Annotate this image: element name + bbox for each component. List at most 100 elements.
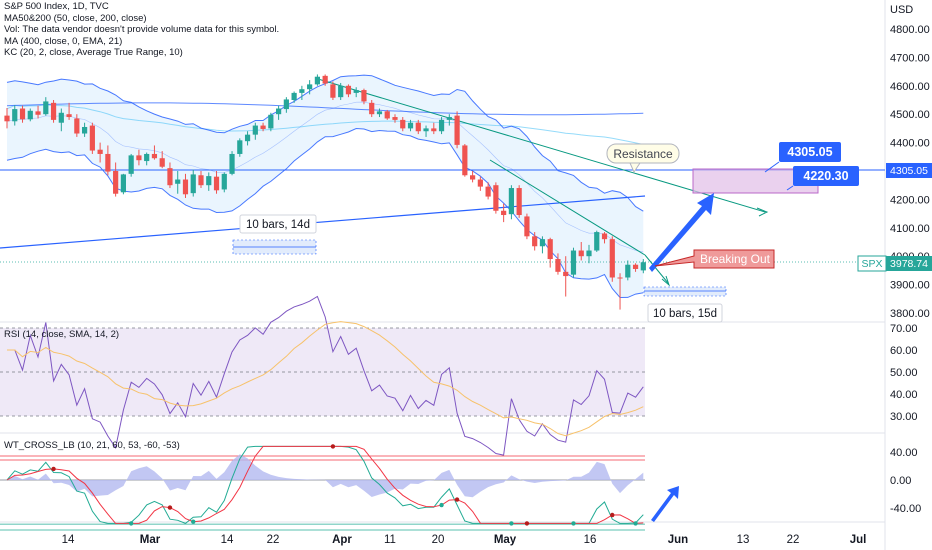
candle-body [113,171,119,194]
date-tick-label: Jun [668,534,688,546]
candle-body [586,250,592,257]
date-tick-label: 20 [432,534,445,546]
candle-body [66,114,72,118]
wt-histogram [7,454,644,498]
legend-volume[interactable]: Vol: The data vendor doesn't provide vol… [4,24,280,36]
rsi-line [7,295,644,456]
candle-body [120,174,126,193]
candle-body [74,118,80,134]
rising-trendline[interactable] [0,195,646,249]
price-tick-label: 4700.00 [890,52,930,64]
candle-body [415,122,421,132]
rsi-tick-label: 40.00 [890,389,918,401]
date-tick-label: 22 [267,534,280,546]
legend-keltner[interactable]: KC (20, 2, close, Average True Range, 10… [4,47,183,59]
wt2-line [6,445,644,524]
candle-body [462,145,468,176]
candle-body [353,90,359,93]
wt-cross-dot [610,512,615,518]
grid [0,0,886,550]
candle-body [206,176,212,186]
date-tick-label: May [494,534,517,546]
currency-label: USD [890,4,913,16]
breaking-out-callout-box[interactable] [654,249,775,269]
date-range-1-label-box [239,214,317,234]
candle-body [322,75,328,84]
wt-tick-label: -40.00 [890,503,921,515]
wt-cross-dot [509,521,514,526]
descending-trendline[interactable] [317,78,766,213]
date-tick-label: Apr [332,534,352,546]
date-tick-label: 14 [62,534,75,546]
resistance-callout-label: Resistance [613,147,673,161]
candle-body [12,109,18,122]
date-tick-label: 11 [384,534,396,546]
candle-body [276,108,282,115]
target-high-label: 4305.05 [787,145,832,159]
symbol-tag-label: SPX [861,258,882,270]
date-tick-label: Mar [140,534,161,546]
candle-body [345,85,352,95]
ma200-line [6,102,644,116]
rsi-pane [0,295,645,456]
candle-body [617,277,623,279]
wt-cross-dot [191,519,196,524]
trendline-arrowhead [756,207,769,217]
candle-body [570,250,577,275]
candle-body [89,125,95,151]
date-range-1-label: 10 bars, 14d [246,219,310,231]
candle-body [625,264,631,278]
legend-ema400[interactable]: MA (400, close, 0, EMA, 21) [4,35,123,47]
price-tick-label: 3900.00 [890,280,930,292]
candle-body [27,110,33,120]
candle-body [539,239,546,247]
wt-legend[interactable]: WT_CROSS_LB (10, 21, 60, 53, -60, -53) [4,440,180,451]
candle-body [128,155,134,174]
candle-body [423,128,429,132]
candle-body [501,210,507,216]
wt-cross-dot [439,502,444,508]
legend-symbol[interactable]: S&P 500 Index, 1D, TVC [4,1,109,12]
candle-body [601,233,608,240]
resistance-callout-pointer [629,162,641,174]
price-axis[interactable]: USD 4800.00 4700.00 4600.00 4500.00 4400.00 42… [857,4,932,515]
candle-body [167,168,173,186]
rsi-legend[interactable]: RSI (14, close, SMA, 14, 2) [4,329,120,340]
descending-channel-line[interactable] [489,159,646,256]
candle-body [221,173,227,190]
candle-body [431,128,437,132]
resistance-callout-box[interactable] [606,143,680,164]
candle-body [516,188,522,216]
candle-body [198,175,204,186]
wt-tick-label: 40.00 [890,447,918,459]
annotations[interactable]: 10 bars, 14d 10 bars, 15d Resistance 4305.0… [232,142,859,522]
candle-body [252,125,258,135]
breaking-out-label: Breaking Out [700,252,771,266]
candle-body [35,111,41,115]
breakout-arrow[interactable] [649,193,714,272]
date-range-2-box[interactable] [643,286,727,297]
candle-body [369,102,375,115]
time-axis[interactable]: 14 Mar 14 22 Apr 11 20 May 16 Jun 13 22 Jul [62,534,867,546]
wt-cross-arrow[interactable] [651,486,679,522]
wt-cross-dot [167,505,173,510]
last-price-tag [886,256,932,271]
ma50-line [6,104,644,145]
target-low-label: 4220.30 [803,169,848,183]
candle-body [19,108,26,120]
keltner-basis [6,101,644,253]
candle-body [244,134,251,142]
legend-ma50-200[interactable]: MA50&200 (50, close, 200, close) [4,12,147,24]
price-tick-label: 4600.00 [890,81,930,93]
rsi-band [0,328,645,416]
candle-body [438,119,445,132]
price-tick-label: 3800.00 [890,308,930,320]
wt-cross-dot [571,521,576,526]
last-price-tag-label: 3978.74 [890,258,928,270]
candle-body [407,122,414,129]
candle-body [283,99,289,110]
candle-body [563,271,569,277]
candle-body [50,102,57,120]
candle-body [493,185,499,211]
